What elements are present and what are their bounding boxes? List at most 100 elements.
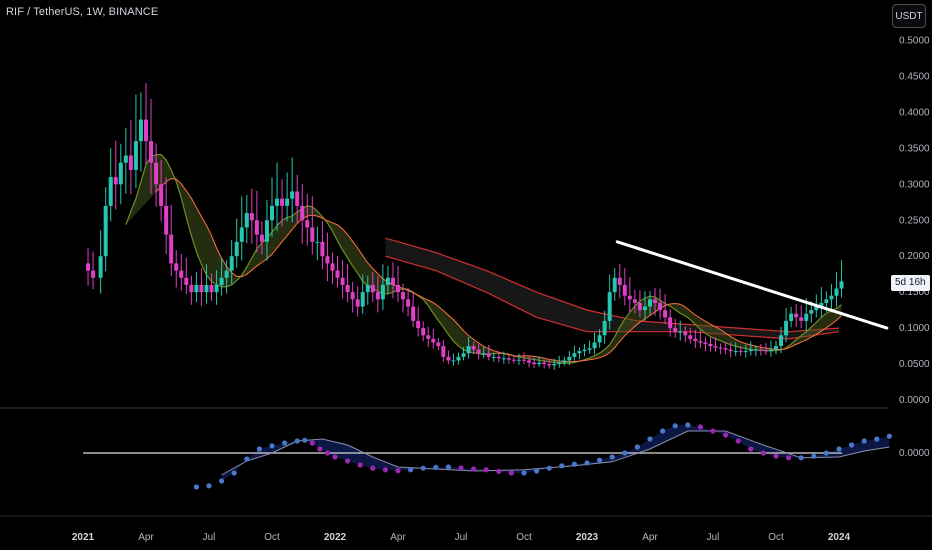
oscillator-dot	[773, 453, 779, 459]
oscillator-dot	[634, 444, 641, 450]
candle-body	[592, 342, 597, 349]
oscillator-dot	[836, 446, 842, 452]
candle-body	[582, 349, 587, 352]
candle-body	[310, 227, 315, 242]
candle-body	[597, 335, 602, 343]
oscillator-dot	[798, 455, 804, 461]
candle-body	[401, 292, 406, 300]
candle-body	[355, 299, 360, 307]
x-tick-label: Jul	[455, 532, 468, 543]
price-axis[interactable]: 0.5000 0.4500 0.4000 0.3500 0.3000 0.2500 0.20…	[899, 36, 930, 407]
candle-body	[572, 353, 577, 357]
oscillator-dot	[244, 456, 250, 462]
time-axis[interactable]: 2021 Apr Jul Oct 2022 Apr Jul Oct 2023 Apr Jul Oct 2…	[72, 532, 851, 543]
oscillator-dot	[471, 466, 477, 472]
candle-body	[728, 349, 733, 352]
candle-body	[774, 346, 778, 350]
y-tick-label: 0.1500	[899, 287, 930, 298]
candle-body	[91, 270, 96, 278]
oscillator-dot	[324, 450, 331, 456]
candle-body	[779, 335, 784, 347]
oscillator-dot	[294, 438, 300, 444]
candle-body	[461, 353, 466, 357]
candle-body	[784, 320, 789, 336]
oscillator-dot	[735, 438, 741, 444]
oscillator-dot	[685, 422, 691, 428]
candle-body	[234, 241, 239, 257]
candle-body	[280, 198, 285, 206]
candle-body	[627, 295, 632, 300]
candle-body	[527, 360, 532, 363]
x-tick-label: Apr	[642, 532, 658, 543]
candle-body	[169, 234, 174, 264]
candle-body	[325, 256, 330, 264]
candle-body	[496, 356, 501, 359]
candle-body	[506, 358, 511, 360]
candle-body	[516, 359, 521, 361]
candle-body	[133, 141, 138, 170]
candle-body	[758, 349, 763, 351]
oscillator-dot	[609, 454, 615, 460]
candle-body	[532, 362, 537, 365]
candle-body	[486, 353, 491, 357]
oscillator-dot	[508, 470, 514, 476]
candle-body	[547, 364, 552, 366]
candle-body	[839, 281, 844, 289]
oscillator-dot	[823, 450, 830, 456]
candle-body	[683, 331, 688, 336]
trendline	[615, 240, 889, 330]
oscillator-dot	[597, 457, 603, 463]
y-tick-label: 0.0500	[899, 359, 930, 370]
candle-body	[239, 227, 244, 242]
candle-body	[632, 299, 637, 303]
candle-body	[103, 205, 108, 257]
candle-body	[340, 277, 345, 285]
candle-body	[345, 284, 350, 293]
oscillator-dot	[647, 436, 653, 442]
candle-body	[511, 359, 516, 361]
candle-body	[537, 362, 542, 365]
candle-body	[380, 284, 385, 300]
y-tick-label: 0.1000	[899, 323, 930, 334]
ribbon-upper-line	[385, 237, 840, 333]
candle-body	[607, 292, 612, 321]
oscillator-dot	[710, 428, 716, 434]
oscillator-axis[interactable]: 0.0000	[899, 448, 930, 459]
candle-body	[789, 313, 794, 321]
oscillator-dot	[571, 461, 578, 467]
ribbon-lower-line	[385, 255, 840, 340]
oscillator-dot	[317, 446, 323, 452]
oscillator-dot	[445, 464, 451, 470]
oscillator-dot	[546, 465, 552, 471]
oscillator-dot	[332, 454, 338, 460]
oscillator-pane	[83, 422, 893, 490]
oscillator-dot	[282, 440, 288, 446]
candle-body	[653, 299, 658, 303]
candle-body	[658, 302, 663, 311]
candle-body	[587, 348, 592, 350]
candle-body	[128, 155, 133, 170]
oscillator-tick-label: 0.0000	[899, 448, 930, 459]
candle-body	[123, 155, 128, 163]
oscillator-dot	[622, 450, 628, 456]
currency-button[interactable]: USDT	[892, 4, 926, 28]
candle-body	[411, 306, 416, 321]
candle-body	[451, 360, 456, 362]
candle-body	[189, 284, 194, 293]
y-tick-label: 0.5000	[899, 36, 930, 47]
candle-body	[552, 364, 557, 366]
candle-body	[753, 349, 758, 351]
candle-body	[648, 299, 652, 307]
oscillator-dot	[382, 467, 388, 473]
candle-body	[617, 277, 622, 285]
oscillator-dot	[521, 470, 527, 476]
candle-body	[244, 213, 249, 228]
oscillator-dot	[370, 465, 376, 471]
x-tick-label: 2024	[828, 532, 851, 543]
oscillator-dot	[672, 423, 678, 429]
candle-body	[522, 359, 526, 361]
oscillator-dot	[408, 467, 414, 473]
x-tick-label: Jul	[203, 532, 216, 543]
oscillator-dot	[660, 428, 666, 434]
